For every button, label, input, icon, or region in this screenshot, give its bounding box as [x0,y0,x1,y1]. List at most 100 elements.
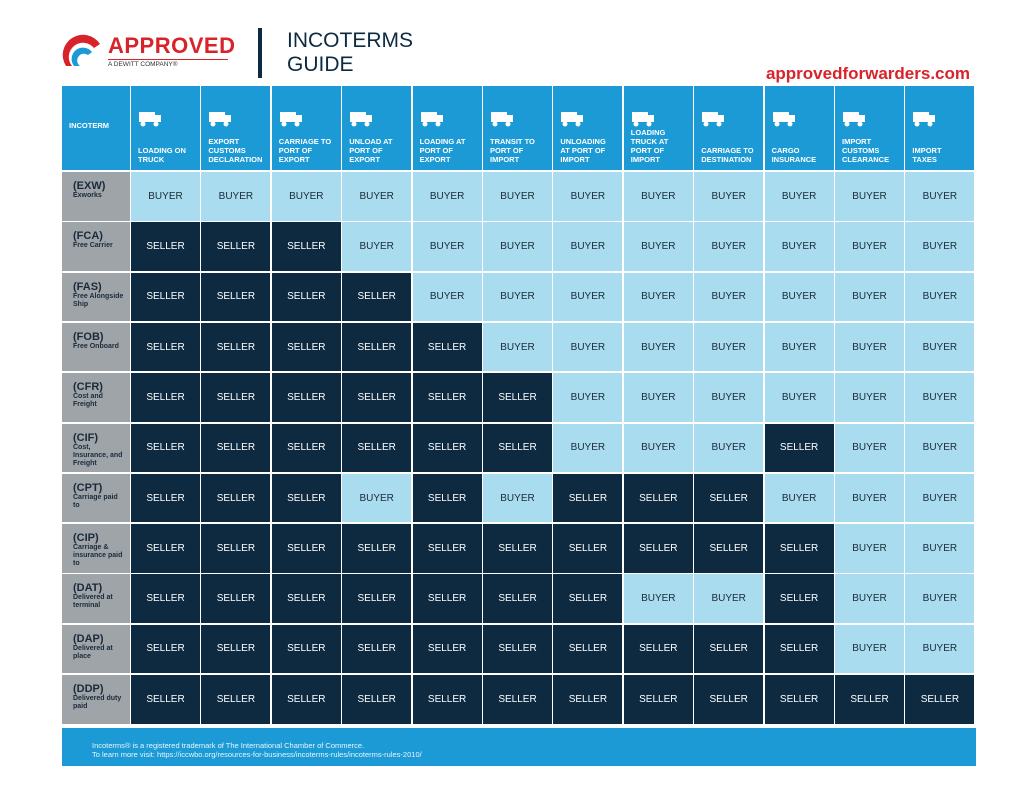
responsibility-cell: BUYER [623,272,693,322]
responsibility-cell: BUYER [623,423,693,472]
responsibility-cell: BUYER [764,322,834,372]
responsibility-cell: SELLER [412,524,482,573]
responsibility-cell: SELLER [201,574,271,623]
responsibility-cell: BUYER [835,473,904,523]
responsibility-cell: SELLER [764,624,834,674]
responsibility-cell: BUYER [623,373,693,422]
responsibility-cell: SELLER [342,373,412,422]
responsibility-cell: BUYER [905,373,975,422]
incoterm-name: Cost and Freight [73,393,103,409]
responsibility-cell: BUYER [553,373,623,422]
row-header: (DDP) Delivered duty paid [62,675,130,724]
responsibility-cell: BUYER [483,272,552,322]
responsibility-cell: SELLER [131,222,200,271]
responsibility-cell: SELLER [764,524,834,573]
responsibility-cell: BUYER [905,222,975,271]
responsibility-cell: SELLER [271,423,341,472]
responsibility-cell: BUYER [764,172,834,221]
responsibility-cell: BUYER [835,524,904,573]
column-icon [491,112,513,127]
column-icon [843,112,865,127]
responsibility-cell: BUYER [694,172,764,221]
incoterm-name: Free Onboard [73,342,119,350]
corner-header: INCOTERM [62,86,130,170]
responsibility-cell: BUYER [483,473,552,523]
responsibility-cell: SELLER [764,423,834,472]
responsibility-cell: BUYER [694,574,764,623]
responsibility-cell: SELLER [694,524,764,573]
responsibility-cell: SELLER [271,675,341,724]
responsibility-cell: BUYER [835,222,904,271]
incoterm-name: Delivered at terminal [73,594,113,610]
responsibility-cell: BUYER [764,222,834,271]
responsibility-cell: SELLER [201,675,271,724]
responsibility-cell: SELLER [342,624,412,674]
column-label: TRANSIT TO PORT OF IMPORT [490,137,535,164]
responsibility-cell: SELLER [201,322,271,372]
responsibility-cell: SELLER [131,373,200,422]
incoterm-name: Carriage & insurance paid to [73,544,123,568]
responsibility-cell: SELLER [483,624,552,674]
responsibility-cell: BUYER [835,322,904,372]
responsibility-cell: BUYER [553,222,623,271]
responsibility-cell: SELLER [271,322,341,372]
responsibility-cell: BUYER [905,322,975,372]
column-header: LOADING ON TRUCK [131,86,200,170]
footer-line: To learn more visit: https://iccwbo.org/… [92,750,422,759]
responsibility-cell: BUYER [342,172,412,221]
responsibility-cell: SELLER [131,574,200,623]
responsibility-cell: BUYER [835,373,904,422]
responsibility-cell: SELLER [131,624,200,674]
incoterm-code: (FAS) [73,280,102,293]
responsibility-cell: BUYER [905,524,975,573]
responsibility-cell: SELLER [694,624,764,674]
responsibility-cell: BUYER [553,172,623,221]
responsibility-cell: SELLER [201,473,271,523]
responsibility-cell: SELLER [553,473,623,523]
responsibility-cell: BUYER [835,574,904,623]
responsibility-cell: SELLER [201,524,271,573]
responsibility-cell: BUYER [764,473,834,523]
responsibility-cell: SELLER [201,624,271,674]
responsibility-cell: BUYER [553,423,623,472]
responsibility-cell: BUYER [905,272,975,322]
responsibility-cell: SELLER [764,675,834,724]
responsibility-cell: BUYER [412,272,482,322]
responsibility-cell: BUYER [483,172,552,221]
responsibility-cell: SELLER [412,574,482,623]
footer-line: Incoterms® is a registered trademark of … [92,741,365,750]
column-header: UNLOADING AT PORT OF IMPORT [553,86,623,170]
responsibility-cell: BUYER [553,322,623,372]
responsibility-cell: BUYER [623,172,693,221]
responsibility-cell: BUYER [835,423,904,472]
row-header: (FOB) Free Onboard [62,322,130,372]
responsibility-cell: SELLER [412,624,482,674]
column-header: LOADING TRUCK AT PORT OF IMPORT [623,86,693,170]
responsibility-cell: SELLER [553,574,623,623]
column-header: CARRIAGE TO PORT OF EXPORT [271,86,341,170]
responsibility-cell: SELLER [694,675,764,724]
title: INCOTERMS GUIDE [287,29,413,76]
responsibility-cell: BUYER [342,222,412,271]
responsibility-cell: SELLER [412,473,482,523]
footer: Incoterms® is a registered trademark of … [62,728,976,766]
column-label: CARRIAGE TO DESTINATION [701,146,754,164]
responsibility-cell: BUYER [764,272,834,322]
incoterm-name: Exworks [73,192,102,199]
responsibility-cell: BUYER [905,624,975,674]
row-header: (DAP) Delivered at place [62,624,130,674]
responsibility-cell: SELLER [412,423,482,472]
responsibility-cell: SELLER [201,423,271,472]
column-label: UNLOAD AT PORT OF EXPORT [349,137,393,164]
responsibility-cell: BUYER [905,172,975,221]
responsibility-cell: BUYER [835,172,904,221]
responsibility-cell: BUYER [483,222,552,271]
responsibility-cell: BUYER [201,172,271,221]
incoterm-code: (DAP) [73,632,104,645]
responsibility-cell: SELLER [553,624,623,674]
column-label: LOADING ON TRUCK [138,146,186,164]
responsibility-cell: SELLER [483,524,552,573]
responsibility-cell: SELLER [764,574,834,623]
responsibility-cell: SELLER [131,675,200,724]
